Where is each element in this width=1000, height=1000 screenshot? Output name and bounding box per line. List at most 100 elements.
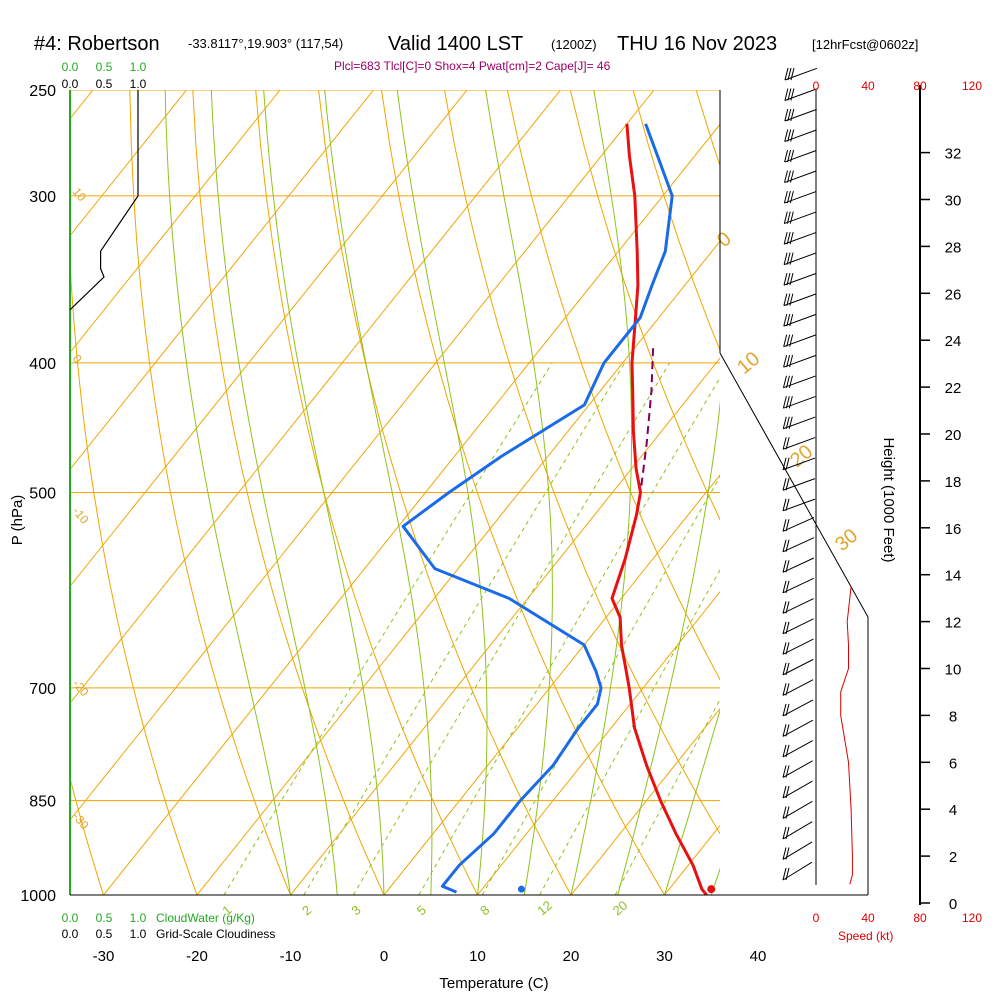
wind-barb-shaft <box>782 437 816 450</box>
wind-barb-flag <box>789 273 794 286</box>
station-coords: -33.8117°,19.903° (117,54) <box>188 36 343 51</box>
isotherm-line <box>945 90 1000 895</box>
wind-barb-shaft <box>784 108 817 122</box>
wind-barb-shaft <box>782 577 814 594</box>
wind-barb-shaft <box>782 821 813 840</box>
wind-barb-flag <box>787 149 792 163</box>
wind-barb-flag <box>787 170 791 183</box>
moist-adiabat-line <box>664 708 720 895</box>
wind-speed-line <box>840 129 868 885</box>
isotherm-label: -30 <box>70 810 92 833</box>
isotherm-line <box>70 90 187 237</box>
pressure-tick-label: 700 <box>29 681 56 698</box>
surface-dewpoint-point <box>517 885 525 893</box>
height-tick-label: 12 <box>945 615 962 632</box>
wind-barb-shaft <box>782 760 813 778</box>
cloud-water-tick-bottom: 1.0 <box>130 911 147 925</box>
isotherm-line <box>383 474 720 895</box>
isotherm-line <box>70 90 468 588</box>
height-tick-label: 28 <box>945 239 962 256</box>
wind-barb-flag <box>790 108 795 122</box>
surface-temperature-point <box>707 885 716 894</box>
mixing-ratio-line <box>614 698 720 895</box>
wind-barb-flag <box>787 108 792 122</box>
wind-speed-profile <box>840 129 868 885</box>
pressure-tick-label: 500 <box>29 486 56 503</box>
pressure-tick-label: 1000 <box>20 888 56 905</box>
pressure-axis-label: P (hPa) <box>9 495 26 546</box>
wind-barb-flag <box>785 416 790 429</box>
cloudiness-tick-bottom: 0.0 <box>62 927 79 941</box>
wind-barb-shaft <box>784 231 817 245</box>
cloud-scale-ticks: 0.0 0.0 0.0 0.0 0.5 0.5 0.5 0.5 1.0 1.0 1.0 1.0 <box>62 60 147 941</box>
wind-barb-shaft <box>782 658 814 676</box>
wind-barb-flag <box>788 416 793 429</box>
temperature-tick-label: -20 <box>186 948 208 965</box>
height-tick-label: 14 <box>945 568 962 585</box>
mixing-ratio-label: 3 <box>348 902 363 918</box>
temperature-tick-label: 30 <box>656 948 673 965</box>
wind-barb-flag <box>785 703 790 717</box>
cloud-water-tick-top: 1.0 <box>130 60 147 74</box>
speed-tick-label-bottom: 0 <box>813 911 820 925</box>
wind-barb-flag <box>784 129 789 142</box>
pressure-tick-label: 250 <box>29 83 56 100</box>
wind-barb-flag <box>785 765 790 778</box>
height-tick-label: 16 <box>945 521 962 538</box>
wind-barb-flag <box>787 129 792 142</box>
wind-barb-shaft <box>782 841 813 860</box>
pressure-tick-label: 400 <box>29 356 56 373</box>
utc-title: (1200Z) <box>551 37 597 52</box>
wind-barb-flag <box>782 724 787 737</box>
moist-adiabat-line <box>324 90 433 895</box>
pressure-tick-label: 300 <box>29 189 56 206</box>
mixing-ratio-line <box>303 362 626 895</box>
isotherm-line <box>477 591 720 895</box>
wind-barb-shaft <box>784 88 818 101</box>
speed-tick-label-top: 120 <box>962 79 982 93</box>
wind-barb-flag <box>782 765 787 778</box>
wind-barb-flag <box>783 231 788 245</box>
isotherm-line <box>70 90 281 354</box>
wind-barb-flag <box>785 580 790 593</box>
cloudiness-tick-top: 0.0 <box>62 77 79 91</box>
wind-barb-shaft <box>784 170 817 184</box>
wind-barb-flag <box>785 744 790 758</box>
wind-barb-flag <box>783 211 788 224</box>
height-tick-label: 4 <box>949 802 957 819</box>
wind-barb-shaft <box>783 396 816 409</box>
wind-barb-shaft <box>782 719 814 737</box>
wind-barb-flag <box>786 355 791 368</box>
moist-adiabat-line <box>710 867 720 895</box>
wind-barb-shaft <box>783 334 816 348</box>
wind-barb-flag <box>790 170 794 183</box>
isotherm-line <box>70 90 655 821</box>
wind-barb-flag <box>785 806 790 819</box>
dry-adiabat-line <box>506 90 720 681</box>
wind-barb-shaft <box>783 293 816 307</box>
moist-adiabat-line <box>485 90 553 895</box>
wind-barb-shaft <box>782 498 816 512</box>
speed-tick-label-top: 40 <box>861 79 875 93</box>
moist-adiabat-line <box>164 90 291 895</box>
wind-barb-flag <box>782 601 787 614</box>
pressure-ticks: 250 300 400 500 700 850 1000 <box>20 83 56 905</box>
wind-barb-flag <box>783 273 788 286</box>
temperature-tick-label: 0 <box>380 948 388 965</box>
wind-barb-flag <box>785 437 790 450</box>
speed-tick-label-top: 80 <box>913 79 927 93</box>
height-tick-label: 22 <box>945 380 962 397</box>
height-tick-label: 24 <box>945 333 962 350</box>
wind-barb-flag <box>785 642 790 655</box>
wind-barb-shaft <box>784 129 817 143</box>
temperature-tick-label: -10 <box>280 948 302 965</box>
profile-lines <box>401 123 716 895</box>
wind-barb-flag <box>785 785 790 799</box>
wind-barb-flag <box>782 826 787 840</box>
wind-barb-flag <box>789 252 794 265</box>
wind-barb-flag <box>786 190 791 204</box>
wind-barb-flag <box>782 642 787 655</box>
mixing-ratio-label: 8 <box>477 902 492 918</box>
dry-adiabat-line <box>759 90 1000 895</box>
